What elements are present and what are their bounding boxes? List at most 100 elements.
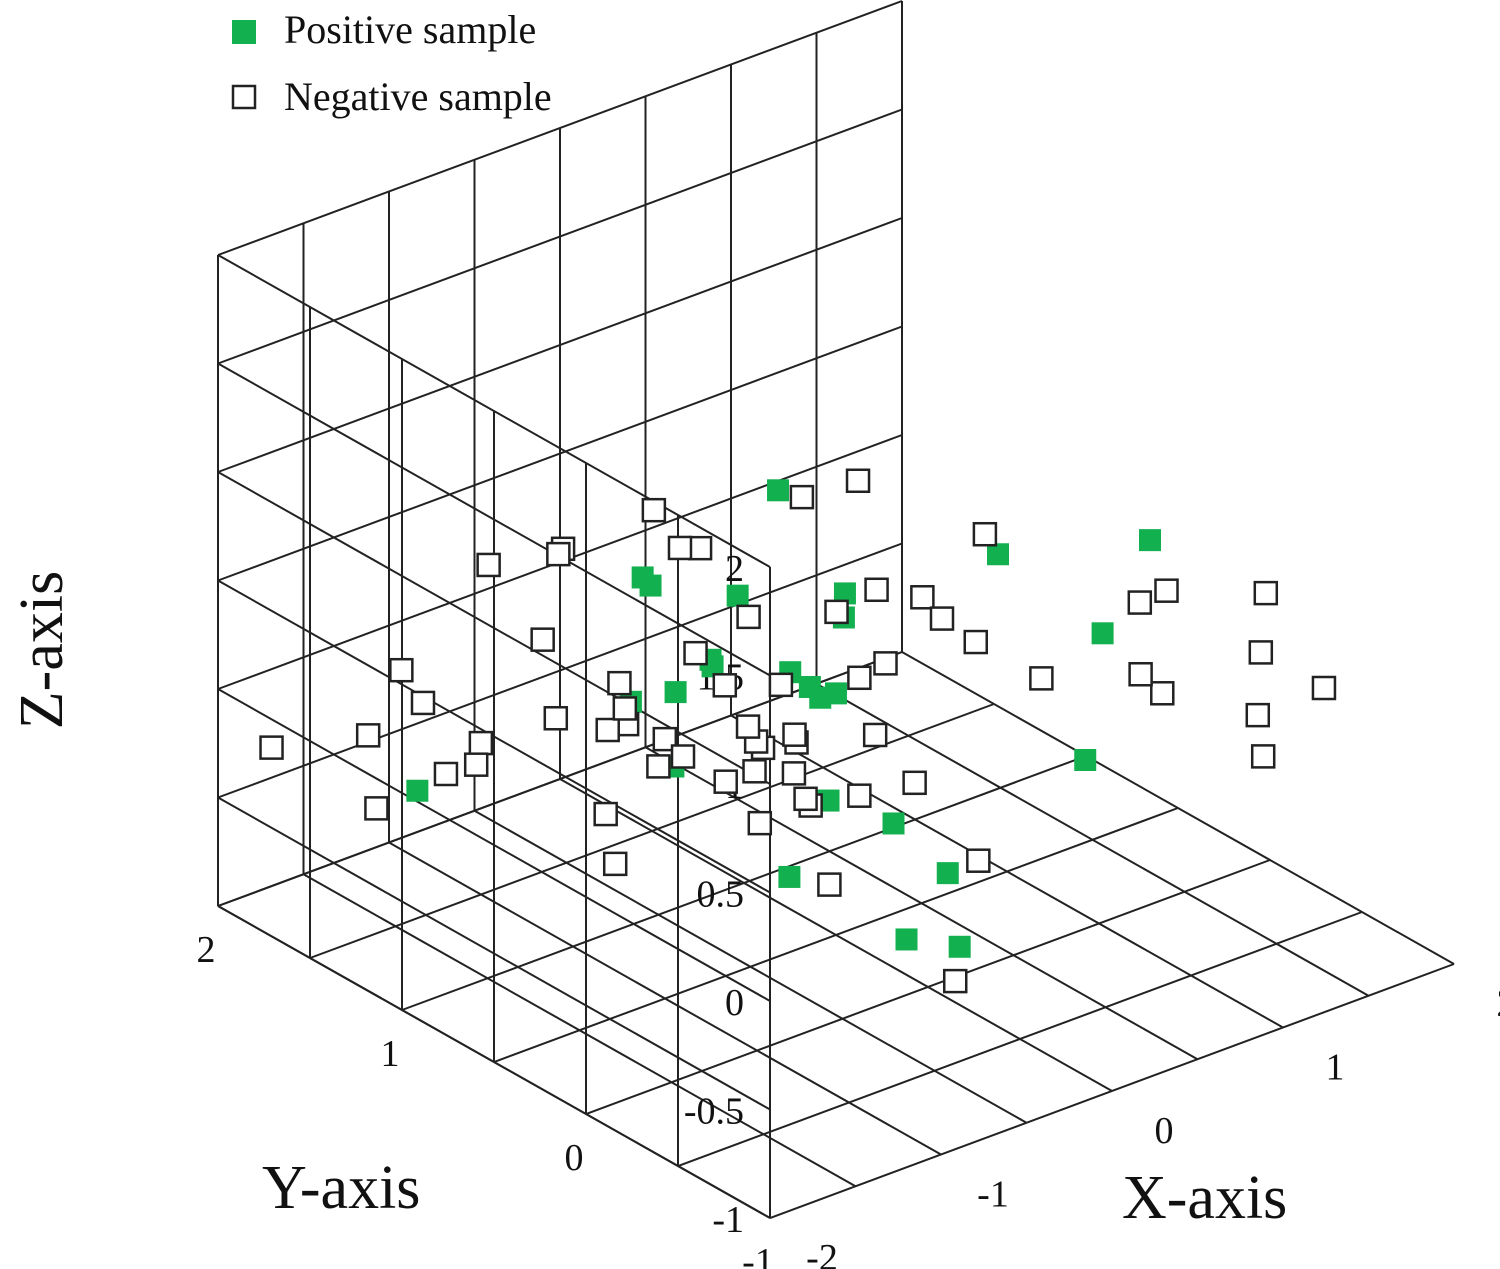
negative-sample-point bbox=[963, 629, 988, 655]
negative-sample-point bbox=[793, 786, 818, 812]
negative-sample-point bbox=[847, 783, 872, 808]
negative-sample-point bbox=[747, 810, 773, 836]
grid-lines bbox=[217, 0, 1455, 1219]
negative-sample-point bbox=[1253, 580, 1279, 606]
floor-grid-line bbox=[769, 963, 1455, 1219]
negative-sample-point bbox=[942, 968, 968, 994]
negative-sample-point bbox=[670, 744, 696, 769]
negative-sample-point bbox=[742, 759, 767, 784]
z-tick-label: 0.5 bbox=[697, 874, 745, 916]
negative-sample-point bbox=[463, 752, 489, 777]
positive-sample-point bbox=[664, 681, 687, 704]
negative-sample-point bbox=[910, 585, 935, 610]
positive-sample-point bbox=[948, 935, 971, 958]
negative-sample-point bbox=[683, 640, 708, 666]
negative-sample-point bbox=[789, 484, 815, 510]
left-wall-grid-line bbox=[217, 362, 771, 677]
negative-sample-point bbox=[713, 769, 738, 794]
right-wall-grid-line bbox=[217, 217, 903, 473]
negative-sample-point bbox=[845, 468, 871, 494]
positive-sample-point bbox=[1091, 622, 1114, 645]
negative-sample-point bbox=[862, 722, 888, 748]
legend-marker-positive bbox=[232, 20, 256, 44]
positive-sample-point bbox=[817, 789, 840, 812]
negative-sample-point bbox=[817, 872, 842, 897]
z-tick-label: 0 bbox=[725, 982, 744, 1024]
floor-grid-line bbox=[585, 859, 1271, 1115]
x-tick-label: -1 bbox=[977, 1174, 1009, 1216]
left-wall-grid-line bbox=[217, 796, 771, 1111]
y-axis-title: Y-axis bbox=[262, 1154, 420, 1222]
negative-sample-point bbox=[824, 599, 849, 625]
positive-sample-point bbox=[767, 479, 790, 502]
z-axis-title: Z-axis bbox=[8, 571, 76, 729]
negative-sample-point bbox=[667, 535, 693, 561]
y-tick-label: 0 bbox=[565, 1137, 584, 1179]
right-wall-grid-line bbox=[217, 108, 903, 365]
negative-sample-point bbox=[355, 723, 381, 748]
negative-sample-point bbox=[1150, 681, 1175, 706]
right-wall-grid-line bbox=[217, 325, 903, 582]
negative-sample-point bbox=[972, 521, 998, 547]
positive-sample-point bbox=[882, 812, 905, 835]
positive-sample-point bbox=[726, 584, 749, 607]
x-tick-label: 1 bbox=[1326, 1047, 1345, 1089]
floor-grid-line bbox=[401, 755, 1087, 1011]
left-wall-grid-line bbox=[217, 905, 771, 1219]
negative-sample-point bbox=[1128, 662, 1153, 687]
negative-sample-point bbox=[782, 722, 807, 747]
negative-sample-point bbox=[873, 651, 898, 676]
y-tick-label: -1 bbox=[742, 1241, 774, 1269]
positive-sample-point bbox=[833, 582, 856, 605]
negative-sample-point bbox=[736, 604, 761, 630]
negative-sample-point bbox=[641, 497, 667, 523]
negative-sample-point bbox=[1154, 578, 1179, 603]
negative-sample-point bbox=[476, 552, 501, 578]
right-wall-grid-line bbox=[217, 542, 903, 799]
negative-sample-point bbox=[864, 577, 889, 603]
negative-sample-point bbox=[1029, 666, 1054, 691]
negative-sample-point bbox=[687, 535, 713, 561]
negative-sample-point bbox=[259, 735, 284, 760]
negative-sample-point bbox=[929, 606, 955, 631]
negative-sample-point bbox=[1250, 744, 1276, 769]
negative-sample-point bbox=[468, 730, 494, 756]
legend-label-positive: Positive sample bbox=[284, 7, 536, 52]
x-tick-label: -2 bbox=[806, 1237, 838, 1269]
z-tick-label: 2 bbox=[725, 548, 744, 590]
positive-sample-point bbox=[1139, 529, 1161, 552]
positive-sample-point bbox=[809, 686, 832, 709]
negative-sample-point bbox=[607, 670, 632, 696]
negative-sample-point bbox=[543, 706, 569, 731]
z-tick-label: -1 bbox=[712, 1199, 744, 1241]
negative-sample-point bbox=[546, 541, 571, 567]
left-wall-grid-line bbox=[217, 688, 771, 1002]
x-tick-label: 2 bbox=[1497, 983, 1500, 1025]
negative-sample-point bbox=[966, 848, 991, 873]
negative-sample-point bbox=[847, 665, 872, 691]
negative-sample-point bbox=[433, 761, 459, 787]
negative-sample-point bbox=[612, 696, 638, 721]
negative-sample-point bbox=[410, 690, 436, 716]
negative-sample-point bbox=[646, 754, 671, 779]
negative-sample-point bbox=[902, 770, 927, 796]
negative-sample-point bbox=[364, 796, 389, 821]
left-wall-grid-line bbox=[217, 579, 771, 894]
floor-grid-line bbox=[493, 807, 1179, 1063]
x-axis-title: X-axis bbox=[1122, 1164, 1287, 1232]
negative-sample-point bbox=[593, 801, 618, 827]
y-tick-label: 2 bbox=[197, 929, 216, 971]
negative-sample-point bbox=[1311, 675, 1337, 701]
negative-sample-point bbox=[735, 714, 761, 739]
positive-sample-point bbox=[1074, 748, 1097, 771]
negative-sample-point bbox=[595, 717, 620, 743]
negative-sample-point bbox=[768, 672, 794, 698]
negative-sample-point bbox=[1248, 640, 1274, 665]
negative-sample-point bbox=[602, 851, 628, 877]
positive-sample-point bbox=[406, 779, 429, 802]
negative-sample-point bbox=[781, 761, 807, 786]
floor-grid-line bbox=[677, 911, 1363, 1167]
positive-sample-point bbox=[895, 928, 918, 951]
legend-marker-negative bbox=[231, 84, 257, 110]
